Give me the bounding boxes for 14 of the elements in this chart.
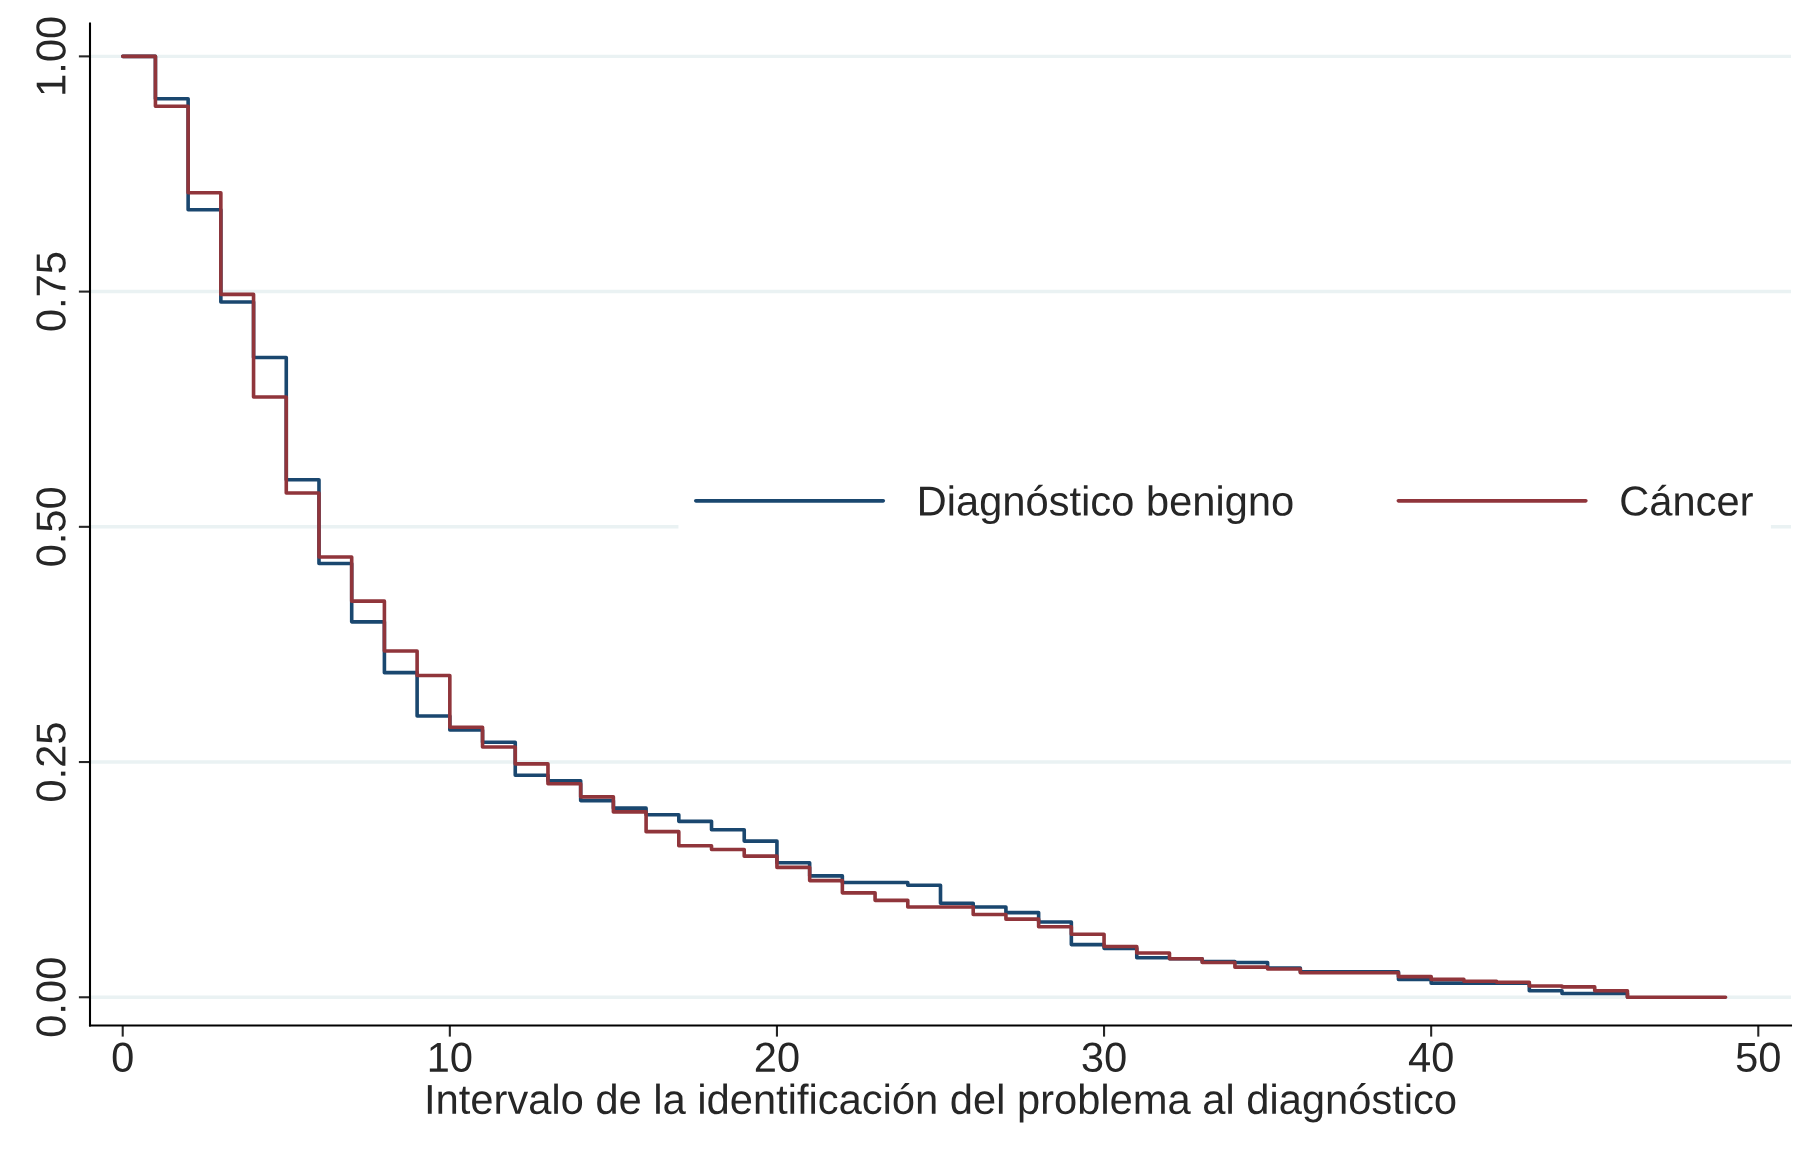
x-tick-label: 30 bbox=[1082, 1042, 1126, 1073]
x-tick-label: 50 bbox=[1736, 1042, 1780, 1073]
y-tick-label: 0.25 bbox=[36, 723, 66, 801]
y-tick-label: 0.00 bbox=[36, 958, 66, 1037]
x-tick-label: 20 bbox=[755, 1042, 799, 1073]
y-tick-label: 0.75 bbox=[36, 252, 66, 331]
x-tick-label: 0 bbox=[112, 1042, 133, 1073]
x-tick-label: 10 bbox=[429, 1042, 472, 1073]
y-tick-label: 1.00 bbox=[36, 17, 66, 94]
x-axis-title: Intervalo de la identificación del problema al diagnóstico bbox=[427, 1083, 1456, 1123]
legend-label: Diagnóstico benigno bbox=[920, 484, 1293, 525]
legend-label: Cáncer bbox=[1621, 484, 1753, 516]
y-tick-label: 0.50 bbox=[36, 487, 66, 566]
x-tick-label: 40 bbox=[1408, 1042, 1453, 1073]
